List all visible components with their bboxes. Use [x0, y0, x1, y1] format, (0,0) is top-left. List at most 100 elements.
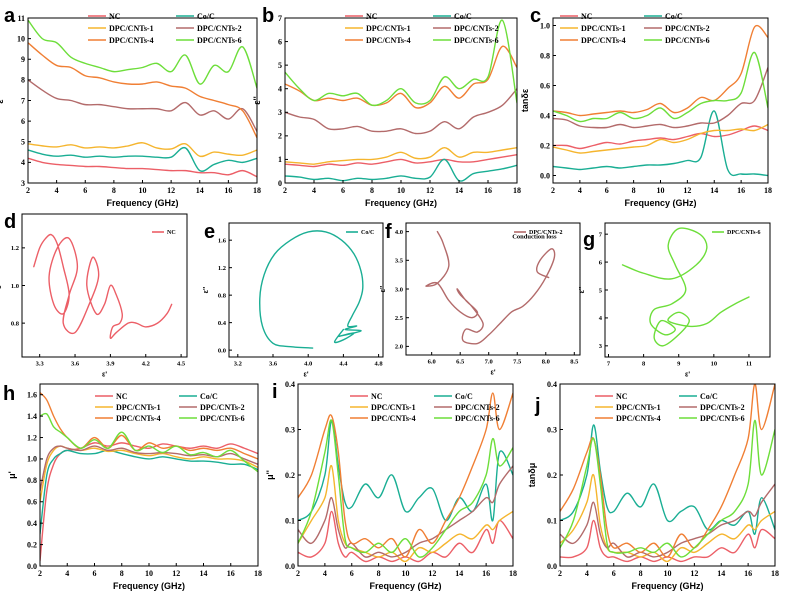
panel-label: f	[385, 221, 392, 243]
series-line-dpc-cnts-6	[621, 227, 750, 347]
x-tick-label: 18	[771, 569, 779, 578]
legend-label-dpc-cnts-2: DPC/CNTs-2	[700, 403, 745, 412]
x-tick-label: 18	[513, 186, 521, 195]
x-tick-label: 4	[312, 186, 316, 195]
panel-f: 6.0 6.5 7.0 7.5 8.0 8.5 2.0 2.5 3.0 3.5 4.0 ε' ε'' f D…	[380, 221, 581, 377]
series-line-dpc-cnts-1	[28, 142, 257, 158]
y-tick-label: 0.6	[540, 81, 550, 90]
series-line-dpc-cnts-6	[40, 412, 258, 473]
y-tick-label: 3.0	[395, 286, 403, 293]
y-tick-label: 0.4	[218, 320, 227, 327]
legend-label-co-c: Co/C	[361, 230, 374, 236]
y-tick-label: 1.2	[11, 245, 19, 252]
y-tick-label: 1.0	[27, 455, 37, 464]
series-line-dpc-cnts-2	[560, 483, 775, 558]
legend-label-dpc-cnts-6: DPC/CNTs-6	[727, 230, 760, 236]
x-tick-label: 7.0	[485, 359, 493, 366]
panel-label: j	[534, 395, 541, 417]
x-axis-label: ε'	[685, 372, 690, 379]
y-tick-label: 6	[278, 37, 282, 46]
series-line-co-c	[40, 449, 258, 535]
x-tick-label: 12	[167, 186, 175, 195]
x-tick-label: 8	[639, 569, 643, 578]
y-axis-label: μ'	[7, 471, 17, 479]
x-tick-label: 6	[350, 569, 354, 578]
y-tick-label: 1.4	[27, 412, 37, 421]
x-tick-label: 4	[578, 186, 582, 195]
y-tick-label: 0.4	[285, 380, 295, 389]
legend-label-dpc-cnts-6: DPC/CNTs-6	[700, 414, 745, 423]
x-tick-label: 3.6	[269, 361, 278, 368]
x-tick-label: 9	[677, 361, 681, 368]
series-line-dpc-cnts-4	[285, 45, 517, 109]
legend-label-dpc-cnts-1: DPC/CNTs-1	[366, 24, 411, 33]
legend-label-dpc-cnts-6: DPC/CNTs-6	[665, 36, 710, 45]
x-tick-label: 18	[764, 186, 772, 195]
plot-frame	[21, 213, 188, 358]
panel-label: g	[583, 229, 595, 251]
x-tick-label: 8	[632, 186, 636, 195]
series-line-nc	[285, 154, 517, 168]
x-tick-label: 16	[737, 186, 745, 195]
y-tick-label: 9	[21, 55, 25, 64]
y-tick-label: 6	[21, 117, 25, 126]
y-tick-label: 0.1	[547, 516, 557, 525]
x-tick-label: 2	[283, 186, 287, 195]
x-tick-label: 8.0	[542, 359, 550, 366]
legend-label-nc: NC	[167, 230, 176, 236]
series-line-nc	[28, 157, 257, 178]
panel-h: 2 4 6 8 10 12 14 16 18 0.0 0.2 0.4 0.6 0.8 1.0 1.2 1.4 1.…	[3, 383, 262, 591]
y-tick-label: 2.0	[395, 344, 403, 351]
series-line-dpc-cnts-1	[553, 123, 768, 154]
series-line-dpc-cnts-6	[553, 51, 768, 123]
x-tick-label: 10	[139, 186, 147, 195]
y-tick-label: 2.5	[395, 315, 404, 322]
plot-frame	[228, 222, 384, 358]
x-tick-label: 4	[65, 569, 69, 578]
series-group	[259, 230, 364, 349]
legend-label-dpc-cnts-2: DPC/CNTs-2	[529, 230, 562, 236]
y-tick-label: 0.8	[218, 292, 227, 299]
series-line-dpc-cnts-6	[285, 19, 517, 107]
series-line-dpc-cnts-2	[425, 230, 556, 345]
series-group	[425, 230, 556, 345]
x-tick-label: 18	[253, 186, 261, 195]
y-axis-label: ε'	[0, 97, 5, 103]
series-line-dpc-cnts-2	[28, 79, 257, 133]
panel-label: b	[262, 5, 274, 27]
y-axis-label: tanδμ	[527, 463, 537, 487]
x-tick-label: 2	[38, 569, 42, 578]
y-tick-label: 0.0	[27, 562, 37, 571]
legend-label-co-c: Co/C	[454, 12, 472, 21]
legend-label-nc: NC	[366, 12, 378, 21]
x-tick-label: 4.2	[142, 361, 150, 368]
legend-label-dpc-cnts-2: DPC/CNTs-2	[200, 403, 245, 412]
series-line-nc	[553, 125, 768, 150]
y-tick-label: 0.2	[547, 471, 557, 480]
x-tick-label: 4.0	[304, 361, 312, 368]
series-line-dpc-cnts-2	[285, 88, 517, 135]
panel-a: 2 4 6 8 10 12 14 16 18 3 4 5 6 7 8 9 10 11 Frequency (GHz)…	[0, 5, 261, 208]
x-tick-label: 16	[224, 186, 232, 195]
x-tick-label: 16	[227, 569, 235, 578]
legend-label-dpc-cnts-2: DPC/CNTs-2	[455, 403, 500, 412]
x-tick-label: 8	[112, 186, 116, 195]
x-tick-label: 14	[717, 569, 725, 578]
y-tick-label: 7	[278, 14, 282, 23]
series-line-dpc-cnts-2	[298, 465, 513, 558]
x-tick-label: 3.9	[106, 361, 115, 368]
plot-frame	[604, 222, 771, 358]
x-tick-label: 14	[455, 569, 463, 578]
y-tick-label: 10	[17, 34, 25, 43]
x-tick-label: 4	[55, 186, 59, 195]
y-axis-label: μ''	[265, 470, 275, 480]
series-line-dpc-cnts-1	[285, 146, 517, 165]
legend-label-dpc-cnts-4: DPC/CNTs-4	[116, 414, 161, 423]
legend-label-dpc-cnts-6: DPC/CNTs-6	[455, 414, 500, 423]
plot-frame	[405, 222, 581, 356]
x-tick-label: 16	[482, 569, 490, 578]
x-tick-label: 18	[254, 569, 262, 578]
y-tick-label: 7	[599, 231, 603, 238]
series-line-co-c	[553, 110, 768, 177]
x-axis-label: Frequency (GHz)	[624, 198, 696, 208]
